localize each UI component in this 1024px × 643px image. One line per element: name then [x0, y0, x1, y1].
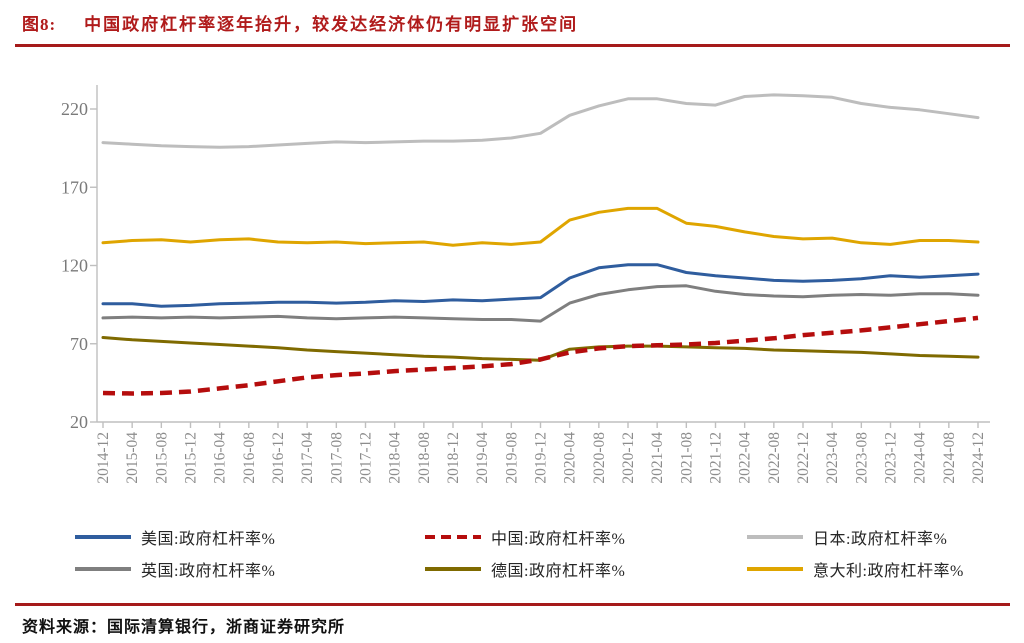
- legend-item-2: 日本:政府杠杆率%: [747, 526, 1005, 548]
- y-tick-label: 70: [70, 334, 88, 354]
- x-tick-label: 2023-04: [824, 432, 841, 484]
- x-tick-label: 2019-08: [503, 432, 520, 484]
- x-tick-label: 2016-04: [212, 432, 229, 484]
- x-tick-label: 2017-04: [299, 432, 316, 484]
- y-tick-label: 120: [61, 256, 88, 276]
- y-tick-label: 220: [61, 99, 88, 119]
- legend-label-2: 日本:政府杠杆率%: [813, 531, 948, 548]
- legend-swatch-3: [75, 567, 131, 571]
- series-line-2: [101, 93, 980, 149]
- x-tick-label: 2018-12: [445, 432, 462, 484]
- x-tick-label: 2014-12: [95, 432, 112, 484]
- legend-label-1: 中国:政府杠杆率%: [491, 531, 626, 548]
- x-tick-label: 2016-08: [241, 432, 258, 484]
- x-tick-label: 2024-12: [970, 432, 987, 484]
- title-divider-rule: [15, 44, 1010, 47]
- legend-swatch-1: [425, 535, 481, 539]
- legend-swatch-0: [75, 535, 131, 539]
- x-tick-label: 2022-08: [766, 432, 783, 484]
- x-tick-label: 2015-04: [124, 432, 141, 484]
- legend-item-3: 英国:政府杠杆率%: [75, 558, 425, 580]
- x-tick-label: 2021-08: [678, 432, 695, 484]
- x-tick-label: 2021-12: [708, 432, 725, 484]
- series-line-0: [101, 263, 980, 308]
- government-leverage-line-chart: 20 70 120 170 220 2014-12 2015-04 2015-08 2015-1…: [61, 85, 990, 484]
- series-line-1: [102, 315, 979, 396]
- legend-swatch-4: [425, 567, 481, 571]
- x-tick-label: 2023-12: [883, 432, 900, 484]
- figure-number-label: 图8:: [22, 15, 57, 34]
- chart-legend: 美国:政府杠杆率% 中国:政府杠杆率% 日本:政府杠杆率% 英国:政府杠杆率% 德国:政…: [75, 526, 1005, 580]
- source-divider-rule: [15, 603, 1010, 606]
- y-tick-label: 20: [70, 412, 88, 432]
- legend-swatch-5: [747, 567, 803, 571]
- legend-label-3: 英国:政府杠杆率%: [141, 563, 276, 580]
- legend-item-4: 德国:政府杠杆率%: [425, 558, 747, 580]
- x-tick-label: 2017-12: [358, 432, 375, 484]
- y-tick-label: 170: [61, 177, 88, 197]
- legend-item-0: 美国:政府杠杆率%: [75, 526, 425, 548]
- x-tick-label: 2020-08: [591, 432, 608, 484]
- source-text: 国际清算银行，浙商证券研究所: [107, 619, 346, 636]
- x-tick-label: 2018-04: [387, 432, 404, 484]
- x-tick-label: 2015-08: [153, 432, 170, 484]
- legend-swatch-2: [747, 535, 803, 539]
- legend-item-1: 中国:政府杠杆率%: [425, 526, 747, 548]
- figure-title: 中国政府杠杆率逐年抬升，较发达经济体仍有明显扩张空间: [84, 15, 579, 34]
- legend-label-0: 美国:政府杠杆率%: [141, 531, 276, 548]
- x-tick-label: 2021-04: [649, 432, 666, 484]
- x-tick-label: 2015-12: [183, 432, 200, 484]
- legend-item-5: 意大利:政府杠杆率%: [747, 558, 1005, 580]
- x-tick-label: 2024-04: [912, 432, 929, 484]
- x-tick-label: 2017-08: [328, 432, 345, 484]
- x-tick-label: 2019-12: [533, 432, 550, 484]
- series-line-3: [101, 284, 980, 323]
- legend-label-4: 德国:政府杠杆率%: [491, 563, 626, 580]
- series-line-5: [101, 206, 980, 247]
- x-tick-label: 2019-04: [474, 432, 491, 484]
- x-tick-label: 2022-04: [737, 432, 754, 484]
- x-tick-label: 2023-08: [853, 432, 870, 484]
- x-tick-label: 2024-08: [941, 432, 958, 484]
- x-tick-label: 2018-08: [416, 432, 433, 484]
- source-row: 资料来源：国际清算银行，浙商证券研究所: [22, 613, 345, 637]
- chart-area: 20 70 120 170 220 2014-12 2015-04 2015-08 2015-1…: [0, 60, 1024, 520]
- x-tick-label: 2020-04: [562, 432, 579, 484]
- x-tick-label: 2022-12: [795, 432, 812, 484]
- source-label: 资料来源：: [22, 619, 108, 636]
- x-tick-label: 2020-12: [620, 432, 637, 484]
- legend-label-5: 意大利:政府杠杆率%: [813, 563, 964, 580]
- figure-title-row: 图8: 中国政府杠杆率逐年抬升，较发达经济体仍有明显扩张空间: [22, 10, 578, 35]
- series-line-4: [101, 336, 980, 362]
- x-tick-label: 2016-12: [270, 432, 287, 484]
